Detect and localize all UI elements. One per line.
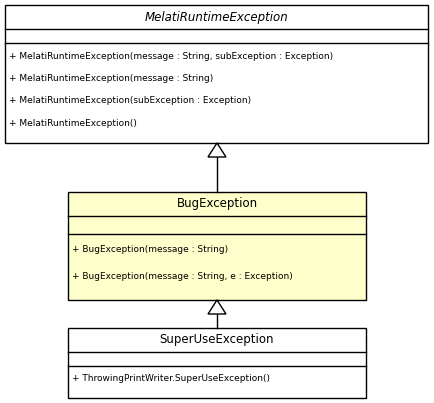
Text: + MelatiRuntimeException(message : String): + MelatiRuntimeException(message : Strin… xyxy=(9,74,213,83)
Text: + BugException(message : String): + BugException(message : String) xyxy=(72,245,227,254)
Text: + MelatiRuntimeException(): + MelatiRuntimeException() xyxy=(9,118,137,127)
Text: SuperUseException: SuperUseException xyxy=(159,334,273,347)
Text: BugException: BugException xyxy=(176,197,257,210)
Polygon shape xyxy=(207,143,226,157)
Bar xyxy=(5,5,427,143)
Text: + MelatiRuntimeException(message : String, subException : Exception): + MelatiRuntimeException(message : Strin… xyxy=(9,52,332,61)
Text: + MelatiRuntimeException(subException : Exception): + MelatiRuntimeException(subException : … xyxy=(9,96,250,105)
Polygon shape xyxy=(207,300,226,314)
Bar xyxy=(68,328,365,398)
Bar xyxy=(68,192,365,300)
Text: + BugException(message : String, e : Exception): + BugException(message : String, e : Exc… xyxy=(72,272,292,281)
Text: + ThrowingPrintWriter.SuperUseException(): + ThrowingPrintWriter.SuperUseException(… xyxy=(72,374,270,383)
Text: MelatiRuntimeException: MelatiRuntimeException xyxy=(144,10,288,23)
